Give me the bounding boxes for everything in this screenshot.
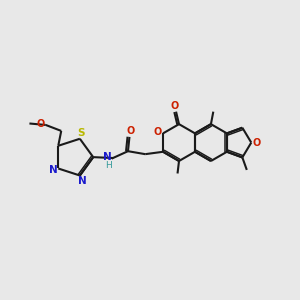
- Text: O: O: [153, 127, 161, 137]
- Text: O: O: [36, 119, 44, 129]
- Text: N: N: [79, 176, 87, 186]
- Text: N: N: [49, 165, 57, 175]
- Text: N: N: [103, 152, 112, 162]
- Text: S: S: [78, 128, 85, 138]
- Text: O: O: [253, 138, 261, 148]
- Text: O: O: [170, 101, 179, 111]
- Text: H: H: [105, 161, 111, 170]
- Text: O: O: [127, 126, 135, 136]
